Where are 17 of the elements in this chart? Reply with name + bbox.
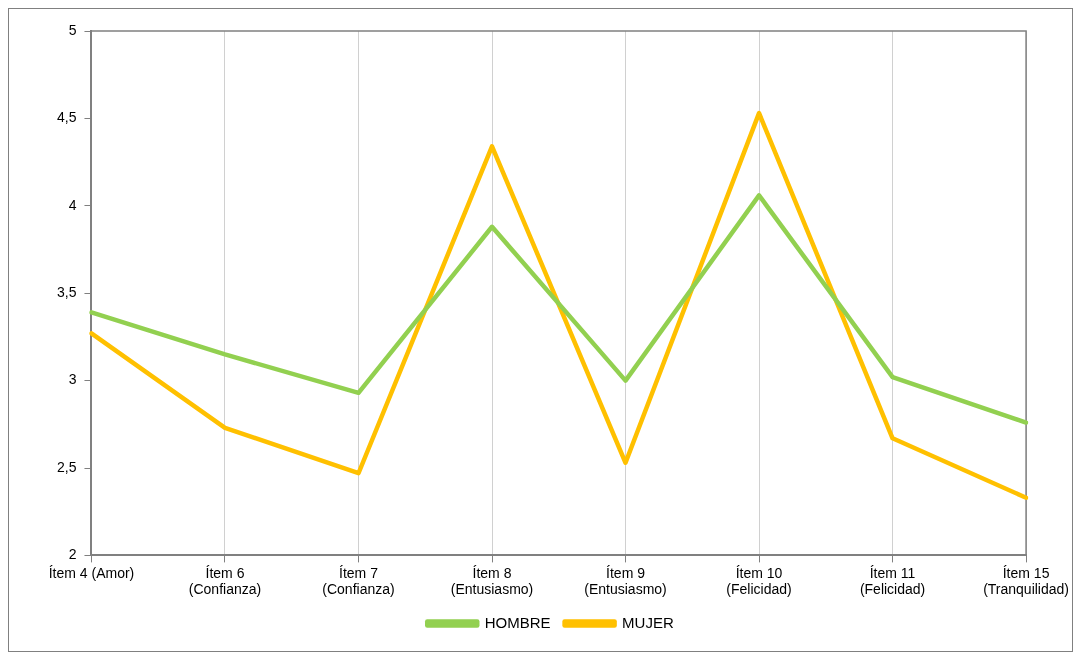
x-tick-label: Ítem 9 (Entusiasmo) xyxy=(584,564,667,598)
x-tick-label: Ítem 8 (Entusiasmo) xyxy=(450,564,534,598)
y-tick-label: 5 xyxy=(68,21,77,38)
y-tick-label: 2 xyxy=(68,546,77,563)
legend-label: HOMBRE xyxy=(484,613,551,631)
y-tick-label: 3 xyxy=(68,371,77,388)
legend-label: MUJER xyxy=(622,613,674,631)
y-tick-label: 2,5 xyxy=(56,458,77,475)
x-tick-label: Ítem 11 (Felicidad) xyxy=(859,564,926,598)
y-tick-label: 4 xyxy=(68,196,77,213)
y-tick-label: 3,5 xyxy=(56,284,77,301)
y-tick-label: 4,5 xyxy=(56,109,77,126)
x-tick-label: Ítem 4 (Amor) xyxy=(48,564,135,581)
x-tick-label: Ítem 7 (Confianza) xyxy=(322,564,395,598)
x-tick-label: Ítem 10 (Felicidad) xyxy=(726,564,792,598)
x-tick-label: Ítem 15 (Tranquilidad) xyxy=(983,564,1069,598)
x-tick-label: Ítem 6 (Confianza) xyxy=(188,564,262,598)
